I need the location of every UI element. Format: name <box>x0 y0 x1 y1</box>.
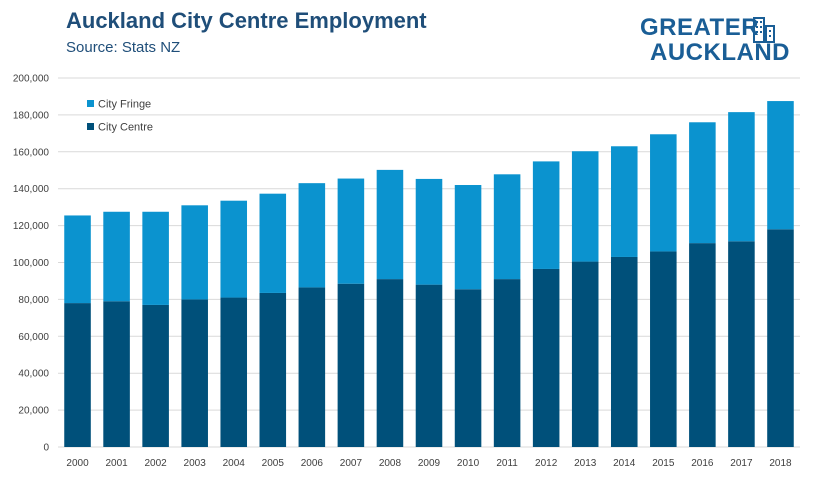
bar-city-fringe <box>610 146 638 257</box>
bar-city-centre <box>220 297 248 447</box>
x-tick-label: 2011 <box>496 458 518 469</box>
y-tick-label: 200,000 <box>13 74 50 85</box>
bar-city-fringe <box>142 211 169 305</box>
bar-city-fringe <box>650 134 677 252</box>
bar-city-centre <box>64 303 91 447</box>
bar-city-fringe <box>454 185 482 290</box>
bar-city-centre <box>181 299 208 447</box>
bar-city-fringe <box>337 178 365 284</box>
legend-swatch <box>87 123 94 130</box>
bar-city-fringe <box>181 205 208 300</box>
x-tick-label: 2010 <box>457 458 480 469</box>
bar-city-centre <box>728 241 755 447</box>
bar-city-fringe <box>64 215 91 304</box>
greater-auckland-logo: GREATER AUCKLAND <box>640 12 800 68</box>
bar-city-fringe <box>220 200 248 298</box>
x-tick-label: 2014 <box>613 458 636 469</box>
legend: City Fringe City Centre <box>87 99 153 134</box>
bar-city-centre <box>571 261 599 447</box>
bar-city-centre <box>376 279 404 447</box>
x-axis-tick-labels: 2000 2001 2002 2003 2004 2005 2006 2007 2008 2009… <box>66 458 792 469</box>
bar-city-centre <box>610 256 638 447</box>
bar-city-centre <box>493 279 521 447</box>
bar-city-centre <box>103 301 130 447</box>
y-tick-label: 40,000 <box>18 369 49 380</box>
bar-city-centre <box>454 289 482 447</box>
bar-city-centre <box>337 283 365 447</box>
legend-label: City Fringe <box>98 99 151 111</box>
bar-city-centre <box>532 268 560 447</box>
bar-city-fringe <box>571 151 599 262</box>
chart-subtitle: Source: Stats NZ <box>66 39 181 56</box>
x-tick-label: 2008 <box>379 458 402 469</box>
x-tick-label: 2003 <box>184 458 207 469</box>
y-tick-label: 100,000 <box>13 258 50 269</box>
x-tick-label: 2013 <box>574 458 597 469</box>
bar-city-fringe <box>298 183 326 288</box>
y-tick-label: 160,000 <box>13 147 50 158</box>
bar-city-centre <box>415 284 443 447</box>
y-tick-label: 20,000 <box>18 406 49 417</box>
bar-city-fringe <box>376 169 404 280</box>
bar-city-fringe <box>728 112 755 242</box>
legend-label: City Centre <box>98 122 153 134</box>
bar-city-fringe <box>103 211 130 302</box>
bars <box>64 101 794 447</box>
bar-city-centre <box>650 251 677 447</box>
x-tick-label: 2001 <box>105 458 128 469</box>
x-tick-label: 2009 <box>418 458 441 469</box>
bar-city-fringe <box>767 101 794 230</box>
x-tick-label: 2007 <box>340 458 363 469</box>
x-tick-label: 2004 <box>223 458 246 469</box>
x-tick-label: 2002 <box>145 458 168 469</box>
x-tick-label: 2017 <box>730 458 753 469</box>
bar-city-fringe <box>415 178 443 285</box>
y-axis-tick-labels: 0 20,000 40,000 60,000 80,000 100,000 120,000 1… <box>13 74 50 454</box>
bar-city-centre <box>259 292 287 447</box>
y-tick-label: 120,000 <box>13 221 50 232</box>
logo-line1: GREATER <box>640 14 760 41</box>
x-tick-label: 2018 <box>769 458 792 469</box>
legend-swatch <box>87 100 94 107</box>
bar-city-centre <box>298 287 326 447</box>
logo-line2: AUCKLAND <box>650 39 790 66</box>
bar-city-centre <box>689 243 716 447</box>
bar-city-centre <box>142 304 169 447</box>
x-tick-label: 2012 <box>535 458 558 469</box>
x-tick-label: 2000 <box>66 458 89 469</box>
chart-title: Auckland City Centre Employment <box>66 8 427 33</box>
bar-city-fringe <box>532 161 560 269</box>
bar-city-fringe <box>493 174 521 280</box>
y-tick-label: 140,000 <box>13 184 50 195</box>
city-buildings-icon <box>753 17 775 43</box>
y-tick-label: 60,000 <box>18 332 49 343</box>
bar-city-fringe <box>689 122 716 244</box>
x-tick-label: 2015 <box>652 458 675 469</box>
x-tick-label: 2006 <box>301 458 324 469</box>
y-tick-label: 0 <box>43 443 49 454</box>
bar-city-centre <box>767 229 794 447</box>
x-tick-label: 2005 <box>262 458 285 469</box>
y-tick-label: 180,000 <box>13 110 50 121</box>
bar-city-fringe <box>259 193 287 293</box>
x-tick-label: 2016 <box>691 458 714 469</box>
y-tick-label: 80,000 <box>18 295 49 306</box>
